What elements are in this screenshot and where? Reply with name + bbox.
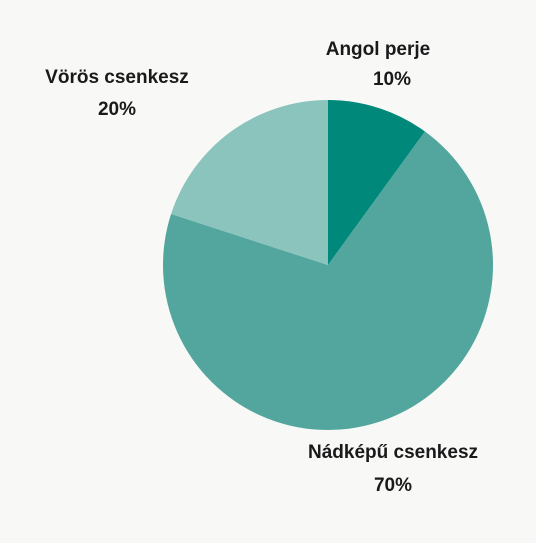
slice-label-name: Angol perje bbox=[326, 39, 431, 60]
pie-slice-2 bbox=[163, 131, 494, 431]
slice-label-value: 20% bbox=[98, 99, 136, 120]
pie-slice-3 bbox=[171, 100, 328, 265]
slice-label-name: Vörös csenkesz bbox=[45, 67, 189, 88]
pie-slices bbox=[163, 100, 494, 431]
pie-slice-1 bbox=[328, 100, 425, 265]
label-angol-perje: Angol perje 10% bbox=[326, 39, 431, 90]
slice-label-value: 10% bbox=[373, 69, 411, 90]
slice-label-value: 70% bbox=[374, 475, 412, 496]
slice-label-name: Nádképű csenkesz bbox=[308, 442, 478, 463]
label-nadkepu-csenkesz: Nádképű csenkesz 70% bbox=[308, 442, 478, 496]
label-voros-csenkesz: Vörös csenkesz 20% bbox=[45, 67, 189, 120]
